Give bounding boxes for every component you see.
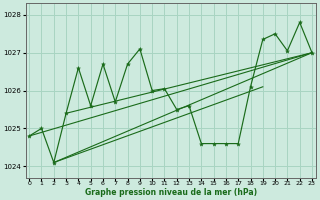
X-axis label: Graphe pression niveau de la mer (hPa): Graphe pression niveau de la mer (hPa)	[84, 188, 257, 197]
